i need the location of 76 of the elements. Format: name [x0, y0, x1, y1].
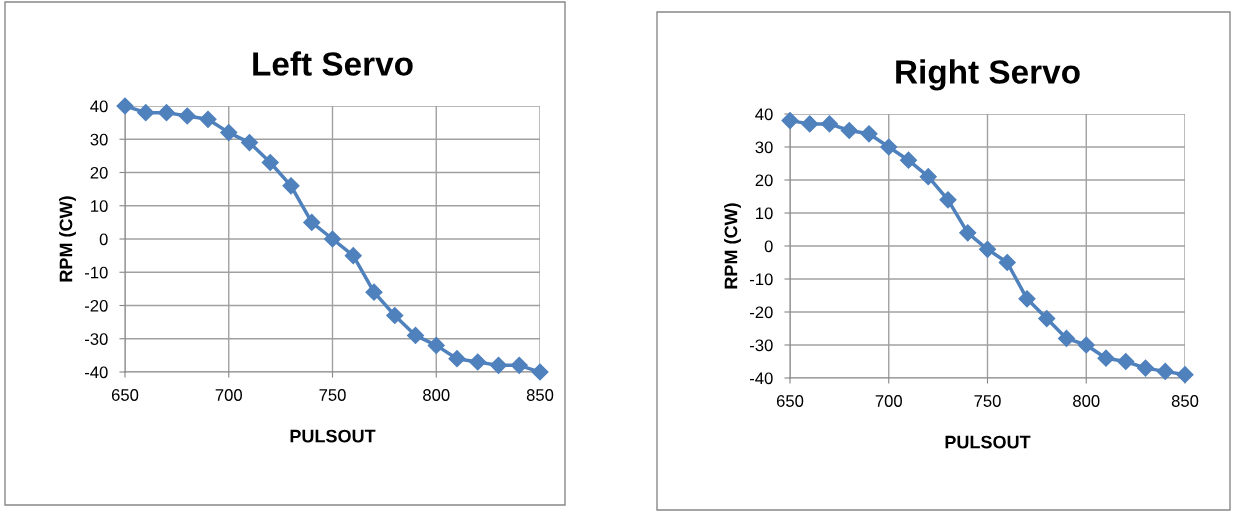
point — [303, 213, 321, 231]
x-tick-label: 850 — [526, 389, 554, 401]
point — [406, 326, 425, 344]
x-axis-title: PULSOUT — [290, 429, 376, 443]
y-tick-label: 20 — [90, 166, 108, 179]
y-axis-title: RPM (CW) — [59, 196, 76, 282]
y-tick-label: 30 — [90, 133, 108, 146]
point — [998, 253, 1016, 272]
point — [1018, 290, 1036, 308]
y-tick-label: 30 — [755, 141, 773, 154]
point — [240, 134, 259, 152]
point — [899, 151, 918, 169]
point — [880, 138, 898, 156]
x-tick-label: 750 — [974, 395, 1001, 407]
point — [820, 115, 839, 133]
x-tick-label: 650 — [111, 389, 139, 401]
point — [489, 356, 508, 374]
x-tick-label: 800 — [1073, 395, 1100, 407]
point — [157, 104, 176, 122]
y-tick-label: 0 — [99, 233, 108, 246]
point — [781, 112, 799, 130]
y-tick-label: 40 — [755, 108, 773, 121]
point — [386, 306, 404, 325]
point — [939, 191, 957, 209]
point — [1136, 359, 1155, 377]
y-tick-label: -20 — [749, 306, 773, 319]
y-tick-label: -20 — [84, 299, 108, 312]
y-tick-label: -10 — [749, 273, 773, 286]
x-tick-label: 700 — [875, 395, 902, 407]
y-tick-label: 10 — [91, 200, 108, 212]
point — [510, 356, 528, 374]
point — [178, 107, 196, 125]
point — [282, 177, 300, 195]
y-tick-label: -40 — [749, 372, 773, 385]
y-tick-label: 0 — [764, 240, 773, 253]
point — [1077, 336, 1095, 354]
point — [323, 230, 342, 248]
point — [137, 104, 155, 122]
y-tick-label: -40 — [84, 366, 108, 379]
y-tick-label: 10 — [756, 207, 773, 220]
point — [1117, 352, 1135, 371]
point — [860, 125, 878, 143]
point — [801, 115, 819, 133]
point — [919, 168, 937, 186]
x-tick-label: 700 — [215, 389, 242, 401]
y-tick-label: -30 — [84, 333, 108, 345]
y-tick-label: -10 — [84, 266, 108, 279]
point — [840, 121, 858, 140]
point — [1038, 310, 1056, 328]
point — [531, 363, 549, 381]
point — [1176, 366, 1194, 384]
x-tick-label: 850 — [1171, 395, 1199, 407]
y-tick-label: -30 — [749, 339, 773, 352]
point — [1156, 362, 1174, 380]
point — [199, 110, 217, 128]
x-axis-title: PULSOUT — [945, 435, 1031, 449]
point — [1097, 349, 1115, 367]
point — [344, 247, 362, 265]
point — [469, 353, 487, 371]
point — [365, 283, 383, 301]
point — [448, 350, 466, 368]
point — [959, 224, 977, 242]
point — [220, 124, 238, 142]
y-axis-title: RPM (CW) — [724, 203, 741, 289]
chart-title: Left Servo — [253, 51, 413, 76]
y-tick-label: 20 — [755, 174, 773, 187]
chart-title: Right Servo — [896, 59, 1080, 91]
point — [978, 240, 997, 258]
point — [261, 153, 279, 172]
x-tick-label: 800 — [423, 389, 450, 401]
x-tick-label: 650 — [776, 395, 804, 407]
y-tick-label: 40 — [90, 100, 108, 113]
x-tick-label: 750 — [319, 389, 346, 401]
point — [116, 97, 134, 115]
point — [1057, 329, 1076, 347]
point — [427, 336, 445, 354]
